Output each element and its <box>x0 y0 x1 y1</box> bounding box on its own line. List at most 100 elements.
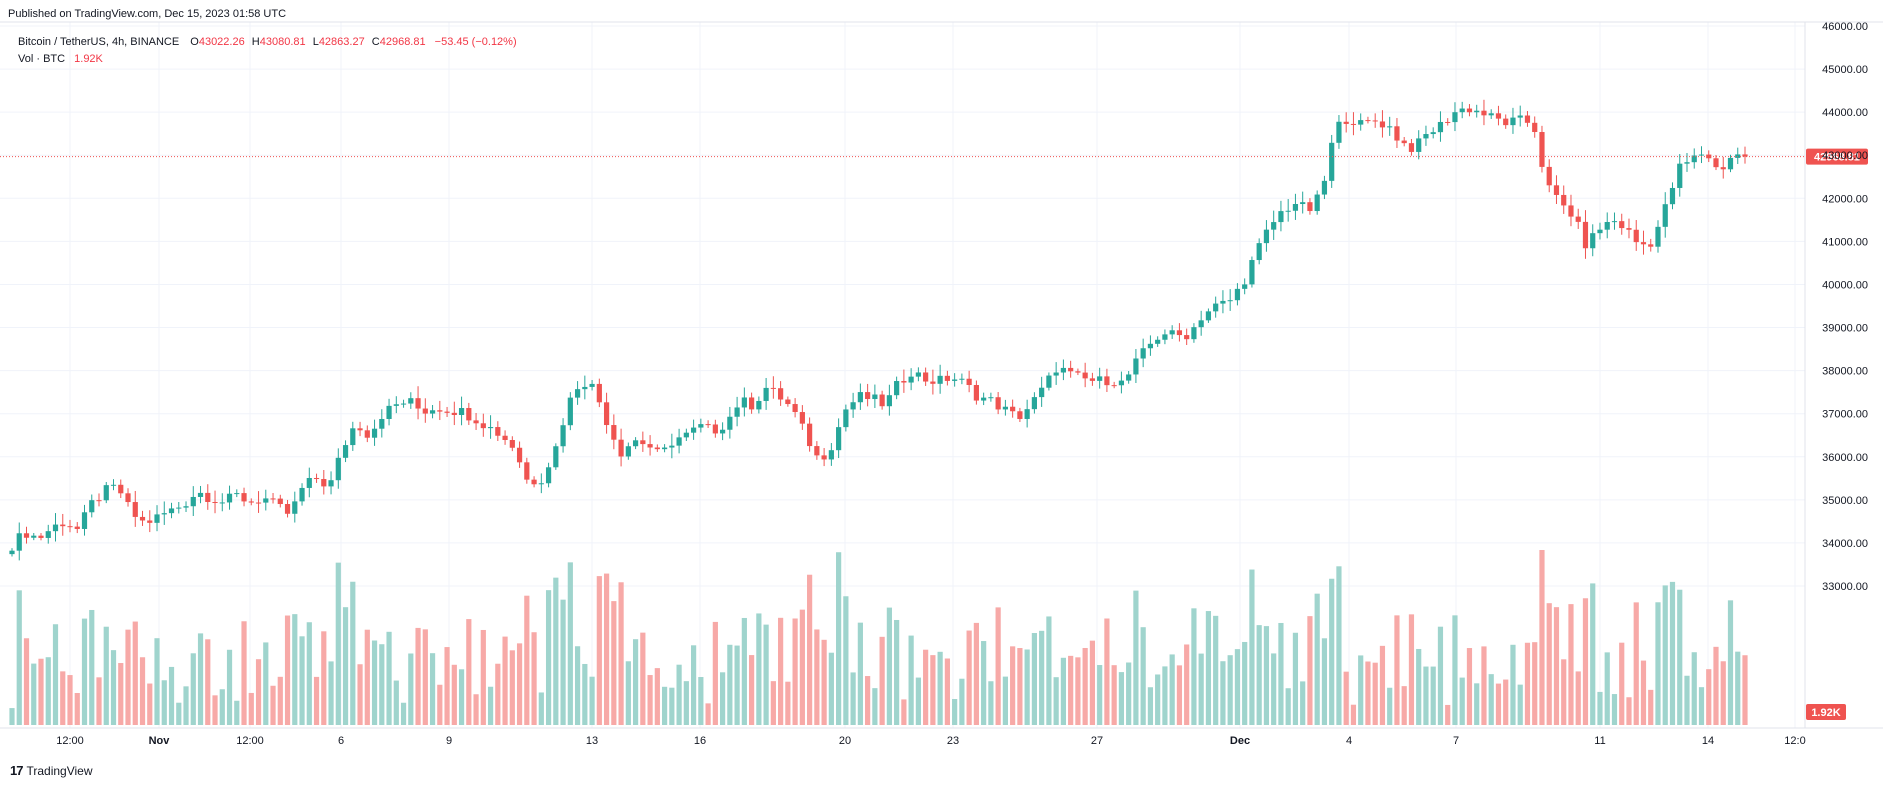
candle-body <box>241 493 247 502</box>
volume-bar <box>995 607 1001 725</box>
volume-bar <box>1720 661 1726 725</box>
published-banner: Published on TradingView.com, Dec 15, 20… <box>8 8 287 20</box>
low-label: L <box>312 36 319 48</box>
volume-bar <box>1082 647 1088 725</box>
volume-bar <box>212 695 218 725</box>
volume-bar <box>466 619 472 725</box>
candle-body <box>778 388 784 400</box>
candle-body <box>640 440 646 445</box>
volume-bar <box>495 663 501 725</box>
candle-body <box>1698 154 1705 156</box>
candle-body <box>1249 260 1255 285</box>
volume-bar <box>350 581 356 725</box>
candle-body <box>661 447 668 450</box>
candle-body <box>1633 229 1639 243</box>
volume-bar <box>176 702 182 725</box>
volume-bar <box>981 641 987 725</box>
candle-body <box>937 375 943 384</box>
volume-bar <box>821 639 827 725</box>
x-tick-label: 16 <box>694 735 706 747</box>
y-tick-label: 39000.00 <box>1822 323 1868 335</box>
candle-body <box>1546 166 1552 186</box>
candle-body <box>879 394 885 407</box>
candle-body <box>1213 303 1219 312</box>
candle-body <box>480 423 486 429</box>
tradingview-logo[interactable]: 17 TradingView <box>10 763 93 778</box>
volume-bar <box>487 686 494 725</box>
candle-body <box>495 427 501 436</box>
volume-bar <box>299 636 305 725</box>
candle-body <box>248 501 254 503</box>
volume-bar <box>408 653 414 725</box>
candle-body <box>886 395 892 407</box>
candle-body <box>690 427 697 433</box>
candle-body <box>437 410 443 412</box>
volume-bar <box>400 702 407 725</box>
volume-bar <box>1408 614 1415 725</box>
volume-bar <box>52 624 59 725</box>
candle-body <box>1481 110 1487 116</box>
x-tick-label: 12:0 <box>1784 735 1805 747</box>
volume-bar <box>1169 654 1175 725</box>
candle-body <box>1713 158 1719 168</box>
volume-bar <box>516 643 523 725</box>
candle-body <box>1372 120 1378 122</box>
volume-bar <box>567 562 573 725</box>
y-tick-label: 35000.00 <box>1822 495 1868 507</box>
candle-body <box>1706 154 1712 159</box>
candle-body <box>458 408 465 416</box>
candle-body <box>1437 121 1444 133</box>
volume-bar <box>1024 649 1030 725</box>
volume-bar <box>263 642 269 725</box>
candle-body <box>1017 411 1023 419</box>
volume-bar <box>705 703 711 725</box>
volume-label: Vol · BTC <box>18 53 66 65</box>
candle-body <box>785 399 791 405</box>
volume-bar <box>973 622 979 725</box>
candle-body <box>1626 228 1632 230</box>
volume-bar <box>836 552 842 725</box>
volume-bar <box>1234 649 1241 725</box>
volume-bar <box>386 631 392 725</box>
candle-body <box>712 424 718 434</box>
candle-body <box>1561 194 1567 206</box>
candle-body <box>756 400 762 410</box>
volume-bar <box>1111 665 1117 725</box>
volume-bar <box>321 631 327 725</box>
candle-body <box>379 418 385 429</box>
volume-bar <box>1481 646 1487 725</box>
candle-body <box>45 531 51 538</box>
candle-body <box>683 432 689 438</box>
candle-body <box>299 487 305 502</box>
volume-bar <box>1118 672 1125 725</box>
candle-body <box>1539 132 1545 167</box>
candle-body <box>901 381 907 383</box>
volume-bar <box>720 672 726 725</box>
volume-bar <box>60 671 66 725</box>
candle-body <box>669 445 675 448</box>
candle-body <box>415 398 421 409</box>
volume-bar <box>1561 659 1567 725</box>
volume-bar <box>1278 622 1284 725</box>
candle-body <box>944 375 950 381</box>
volume-bar <box>1619 642 1625 725</box>
candle-body <box>408 398 414 404</box>
volume-bar <box>205 639 211 725</box>
candle-body <box>1553 185 1560 195</box>
volume-bar <box>792 618 798 725</box>
candle-body <box>1640 242 1647 245</box>
volume-bar <box>1365 661 1371 725</box>
volume-bar <box>1648 689 1654 725</box>
candle-body <box>799 412 805 424</box>
volume-bar <box>698 677 704 725</box>
candle-body <box>168 508 175 514</box>
x-tick-label: 4 <box>1346 735 1352 747</box>
y-tick-label: 41000.00 <box>1822 236 1868 248</box>
candle-body <box>1198 320 1204 328</box>
volume-bar <box>125 629 131 725</box>
volume-bar <box>473 694 479 725</box>
candle-body <box>1691 155 1697 163</box>
candle-body <box>1227 300 1233 302</box>
candle-body <box>270 498 276 500</box>
